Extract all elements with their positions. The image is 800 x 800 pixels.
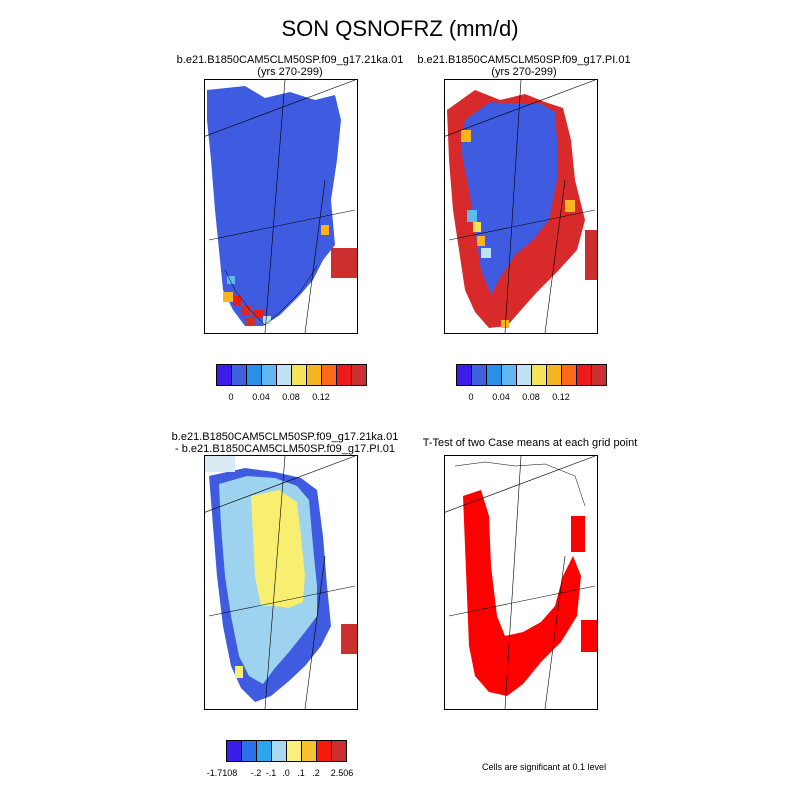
panel-2-title-case: b.e21.B1850CAM5CLM50SP.f09_g17.PI.01 — [417, 54, 631, 66]
colorbar-swatch — [547, 365, 562, 385]
colorbar-swatch — [307, 365, 322, 385]
panel-2-title-years: (yrs 270-299) — [491, 66, 557, 78]
panel-3-map-svg — [205, 456, 357, 709]
colorbar-swatch — [337, 365, 352, 385]
colorbar-swatch — [277, 365, 292, 385]
colorbar-tick-label: 0 — [468, 392, 474, 402]
significance-footnote: Cells are significant at 0.1 level — [482, 762, 607, 772]
colorbar-tick-label: -.2 — [250, 768, 262, 778]
colorbar-swatch — [332, 741, 346, 761]
colorbar-swatch — [262, 365, 277, 385]
colorbar-tick-label: -1.7108 — [206, 768, 238, 778]
panel-4-map-svg — [445, 456, 597, 709]
colorbar-tick-label: 0.04 — [252, 392, 270, 402]
ice-sheet-blue — [207, 86, 341, 326]
colorbar-panel-1-labels: 0 0.04 0.08 0.12 — [216, 392, 366, 404]
colorbar-tick-label: -.1 — [265, 768, 277, 778]
colorbar-swatch — [577, 365, 592, 385]
colorbar-swatch — [487, 365, 502, 385]
panel-2-map — [444, 79, 598, 334]
colorbar-swatch — [322, 365, 337, 385]
colorbar-tick-label: 0.04 — [492, 392, 510, 402]
figure-title: SON QSNOFRZ (mm/d) — [281, 16, 519, 41]
colorbar-swatch — [227, 741, 242, 761]
ice-interior-blue — [461, 102, 557, 295]
panel-1-title-years: (yrs 270-299) — [257, 66, 323, 78]
panel-4-title: T-Test of two Case means at each grid po… — [400, 437, 660, 449]
colorbar-tick-label: 0.08 — [522, 392, 540, 402]
panel-2-map-svg — [445, 80, 597, 333]
panel-1-map-svg — [205, 80, 357, 333]
colorbar-swatch — [247, 365, 262, 385]
colorbar-swatch — [242, 741, 257, 761]
colorbar-swatch — [232, 365, 247, 385]
panel-1-title-case: b.e21.B1850CAM5CLM50SP.f09_g17.21ka.01 — [176, 54, 404, 66]
colorbar-tick-label: .0 — [282, 768, 290, 778]
colorbar-tick-label: 0.12 — [552, 392, 570, 402]
colorbar-panel-2 — [456, 364, 607, 386]
colorbar-panel-3 — [226, 740, 347, 762]
colorbar-swatch — [592, 365, 606, 385]
colorbar-swatch — [502, 365, 517, 385]
panel-1-title: b.e21.B1850CAM5CLM50SP.f09_g17.21ka.01 (… — [150, 54, 430, 78]
colorbar-swatch — [352, 365, 366, 385]
colorbar-swatch — [217, 365, 232, 385]
colorbar-tick-label: 0 — [228, 392, 234, 402]
colorbar-swatch — [302, 741, 317, 761]
colorbar-swatch — [532, 365, 547, 385]
colorbar-tick-label: 0.12 — [312, 392, 330, 402]
panel-3-title: b.e21.B1850CAM5CLM50SP.f09_g17.21ka.01 -… — [140, 431, 430, 455]
colorbar-tick-label: .2 — [312, 768, 320, 778]
colorbar-panel-1 — [216, 364, 367, 386]
panel-3-title-case-a: b.e21.B1850CAM5CLM50SP.f09_g17.21ka.01 — [171, 431, 399, 443]
colorbar-swatch — [317, 741, 332, 761]
colorbar-swatch — [287, 741, 302, 761]
colorbar-swatch — [472, 365, 487, 385]
panel-3-title-case-b: - b.e21.B1850CAM5CLM50SP.f09_g17.PI.01 — [175, 443, 395, 455]
colorbar-tick-label: 2.506 — [330, 768, 354, 778]
panel-4-map — [444, 455, 598, 710]
colorbar-tick-label: 0.08 — [282, 392, 300, 402]
colorbar-swatch — [562, 365, 577, 385]
colorbar-tick-label: .1 — [297, 768, 305, 778]
colorbar-panel-3-labels: -1.7108 -.2 -.1 .0 .1 .2 2.506 — [207, 768, 356, 780]
colorbar-swatch — [517, 365, 532, 385]
colorbar-swatch — [272, 741, 287, 761]
panel-1-map — [204, 79, 358, 334]
panel-2-title: b.e21.B1850CAM5CLM50SP.f09_g17.PI.01 (yr… — [384, 54, 664, 78]
colorbar-panel-2-labels: 0 0.04 0.08 0.12 — [456, 392, 606, 404]
diff-yellow-core — [251, 490, 305, 608]
panel-3-map — [204, 455, 358, 710]
panel-4-title-text: T-Test of two Case means at each grid po… — [422, 437, 638, 449]
significance-region — [463, 490, 581, 696]
colorbar-swatch — [257, 741, 272, 761]
colorbar-swatch — [457, 365, 472, 385]
colorbar-swatch — [292, 365, 307, 385]
